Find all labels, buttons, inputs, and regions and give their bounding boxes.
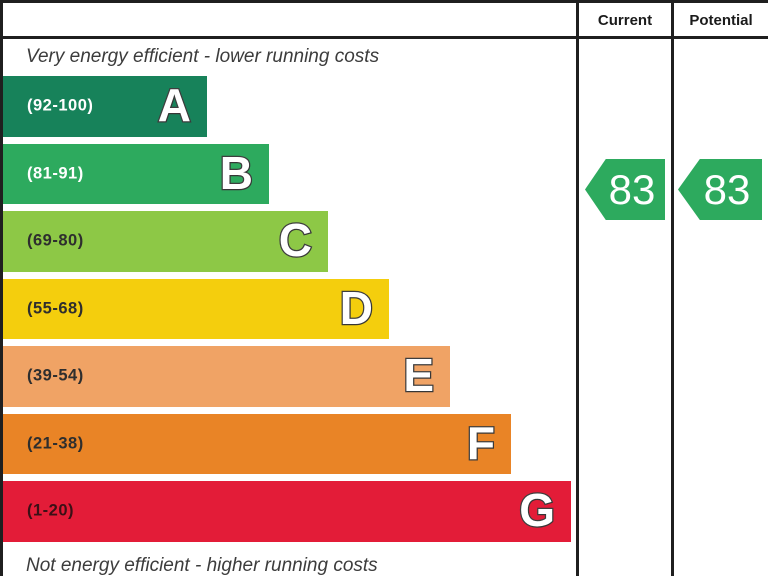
band-bar: (92-100) A xyxy=(3,76,207,137)
band-row: (92-100) A xyxy=(3,76,576,144)
band-range-label: (81-91) xyxy=(27,164,84,183)
band-row: (81-91) B xyxy=(3,143,576,212)
band-letter: E xyxy=(402,349,435,402)
potential-column-divider-line xyxy=(671,0,674,576)
bands: (92-100) A (81-91) B (69-80) C (55-68) D… xyxy=(3,76,576,549)
band-letter: D xyxy=(339,281,375,334)
top-caption: Very energy efficient - lower running co… xyxy=(26,46,380,67)
header-divider-line xyxy=(0,36,768,39)
potential-rating-value: 83 xyxy=(703,165,751,213)
band-row: (69-80) C xyxy=(3,211,576,279)
potential-rating-arrow: 83 xyxy=(678,159,762,220)
top-border-line xyxy=(0,0,768,3)
band-range-label: (92-100) xyxy=(27,96,94,115)
bottom-caption: Not energy efficient - higher running co… xyxy=(26,555,378,576)
band-range-label: (39-54) xyxy=(27,366,84,385)
band-range-label: (55-68) xyxy=(27,299,84,318)
band-letter: C xyxy=(278,214,314,267)
band-letter: G xyxy=(518,484,556,537)
band-range-label: (21-38) xyxy=(27,434,84,453)
band-range-label: (69-80) xyxy=(27,231,84,250)
band-bar: (39-54) E xyxy=(3,346,450,407)
band-row: (21-38) F xyxy=(3,413,576,482)
band-letter: F xyxy=(466,416,497,469)
band-bar: (1-20) G xyxy=(3,481,571,542)
band-row: (1-20) G xyxy=(3,481,576,549)
band-range-label: (1-20) xyxy=(27,501,75,520)
band-row: (39-54) E xyxy=(3,346,576,414)
current-column-header: Current xyxy=(597,11,653,29)
band-row: (55-68) D xyxy=(3,278,576,347)
current-rating-value: 83 xyxy=(608,165,656,213)
current-rating-arrow: 83 xyxy=(585,159,665,220)
current-column-divider-line xyxy=(576,0,579,576)
left-border-line xyxy=(0,0,3,576)
band-letter: A xyxy=(157,79,193,132)
band-bar: (69-80) C xyxy=(3,211,328,272)
band-letter: B xyxy=(219,146,255,199)
band-bar: (81-91) B xyxy=(3,143,269,204)
potential-column-header: Potential xyxy=(689,11,753,29)
band-bar: (55-68) D xyxy=(3,278,389,339)
band-bar: (21-38) F xyxy=(3,413,511,474)
